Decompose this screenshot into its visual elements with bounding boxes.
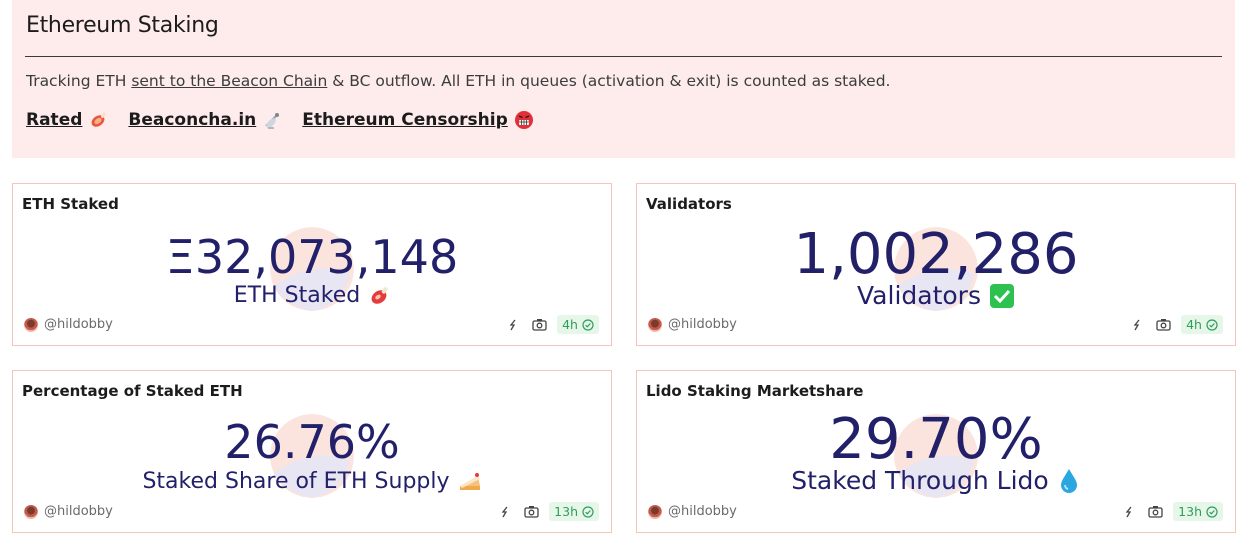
satellite-icon — [262, 110, 282, 130]
lido-marketshare-label-text: Staked Through Lido — [791, 466, 1049, 495]
lido-marketshare-label: Staked Through Lido — [637, 466, 1235, 495]
lido-marketshare-value: 29.70% — [829, 407, 1043, 472]
staked-percentage-value: 26.76% — [224, 415, 400, 469]
author-name: @hildobby — [668, 504, 737, 519]
author-link[interactable]: @hildobby — [648, 317, 737, 332]
beaconchain-link-label: Beaconcha.in — [128, 110, 257, 130]
card-footer: @hildobby 4h — [24, 315, 599, 335]
card-tools: 4h — [1129, 315, 1223, 334]
dashboard-header: Ethereum Staking Tracking ETH sent to th… — [12, 0, 1235, 158]
meat-icon — [368, 285, 390, 307]
cake-icon — [458, 470, 482, 494]
beaconchain-link[interactable]: Beaconcha.in — [128, 110, 282, 130]
card-tools: 4h — [505, 315, 599, 334]
camera-icon[interactable] — [1155, 317, 1171, 333]
header-description: Tracking ETH sent to the Beacon Chain & … — [26, 72, 890, 90]
rated-link-label: Rated — [26, 110, 83, 130]
droplet-icon — [1057, 467, 1081, 495]
validators-label-text: Validators — [857, 281, 981, 310]
eth-staked-card: ETH Staked Ξ32,073,148 ETH Staked @hildo… — [12, 183, 612, 346]
card-tools: 13h — [497, 502, 599, 521]
header-divider — [25, 56, 1222, 57]
refresh-icon[interactable] — [497, 504, 513, 520]
freshness-text: 4h — [562, 317, 578, 332]
freshness-text: 13h — [1178, 504, 1202, 519]
card-title: Percentage of Staked ETH — [22, 382, 243, 400]
beacon-chain-link[interactable]: sent to the Beacon Chain — [131, 72, 328, 90]
author-name: @hildobby — [44, 317, 113, 332]
check-circle-icon — [1206, 505, 1218, 518]
freshness-badge: 13h — [549, 502, 599, 521]
card-title: ETH Staked — [22, 195, 119, 213]
card-title: Lido Staking Marketshare — [646, 382, 864, 400]
author-link[interactable]: @hildobby — [24, 317, 113, 332]
card-tools: 13h — [1121, 502, 1223, 521]
eth-staked-value: Ξ32,073,148 — [165, 230, 459, 284]
author-link[interactable]: @hildobby — [648, 504, 737, 519]
staked-percentage-label-text: Staked Share of ETH Supply — [142, 469, 450, 494]
avatar — [648, 504, 662, 519]
camera-icon[interactable] — [531, 317, 547, 333]
description-text-suffix: & BC outflow. All ETH in queues (activat… — [327, 72, 891, 90]
check-circle-icon — [582, 318, 594, 331]
censorship-link[interactable]: Ethereum Censorship — [302, 110, 534, 130]
header-links: Rated Beaconcha.in Ethereum Censorship — [26, 110, 534, 130]
card-title: Validators — [646, 195, 732, 213]
rated-link[interactable]: Rated — [26, 110, 108, 130]
avatar — [24, 317, 38, 332]
validators-value: 1,002,286 — [793, 222, 1079, 287]
censorship-link-label: Ethereum Censorship — [302, 110, 508, 130]
check-box-icon — [989, 283, 1015, 309]
card-footer: @hildobby 4h — [648, 315, 1223, 335]
freshness-text: 13h — [554, 504, 578, 519]
validators-card: Validators 1,002,286 Validators @hildobb… — [636, 183, 1236, 346]
card-footer: @hildobby 13h — [24, 502, 599, 522]
validators-label: Validators — [637, 281, 1235, 310]
freshness-badge: 13h — [1173, 502, 1223, 521]
avatar — [24, 504, 38, 519]
eth-staked-label-text: ETH Staked — [233, 283, 361, 308]
camera-icon[interactable] — [523, 504, 539, 520]
page-title: Ethereum Staking — [26, 13, 219, 38]
eth-staked-label: ETH Staked — [13, 283, 611, 308]
check-circle-icon — [1206, 318, 1218, 331]
freshness-badge: 4h — [557, 315, 599, 334]
freshness-badge: 4h — [1181, 315, 1223, 334]
camera-icon[interactable] — [1147, 504, 1163, 520]
angry-face-icon — [514, 110, 534, 130]
card-footer: @hildobby 13h — [648, 502, 1223, 522]
author-name: @hildobby — [44, 504, 113, 519]
refresh-icon[interactable] — [1129, 317, 1145, 333]
author-name: @hildobby — [668, 317, 737, 332]
staked-percentage-card: Percentage of Staked ETH 26.76% Staked S… — [12, 370, 612, 533]
staked-percentage-label: Staked Share of ETH Supply — [13, 469, 611, 494]
meat-icon — [88, 110, 108, 130]
refresh-icon[interactable] — [1121, 504, 1137, 520]
lido-marketshare-card: Lido Staking Marketshare 29.70% Staked T… — [636, 370, 1236, 533]
description-text-prefix: Tracking ETH — [26, 72, 132, 90]
refresh-icon[interactable] — [505, 317, 521, 333]
check-circle-icon — [582, 505, 594, 518]
avatar — [648, 317, 662, 332]
freshness-text: 4h — [1186, 317, 1202, 332]
author-link[interactable]: @hildobby — [24, 504, 113, 519]
